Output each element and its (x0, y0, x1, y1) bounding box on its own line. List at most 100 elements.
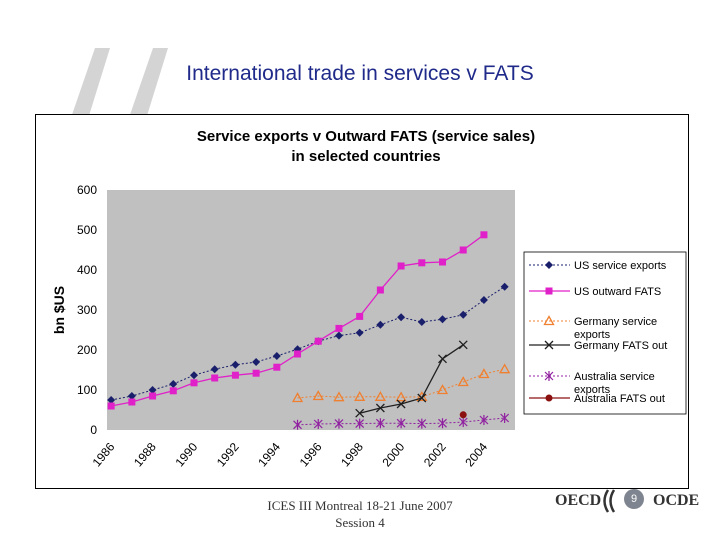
data-point (397, 262, 405, 270)
ocde-logo-text: OCDE (653, 492, 700, 509)
data-point (459, 411, 467, 419)
x-tick-label: 1990 (172, 440, 200, 470)
x-tick-label: 1986 (90, 440, 118, 470)
legend-marker (544, 371, 554, 381)
line-chart: Service exports v Outward FATS (service … (51, 128, 687, 470)
data-point (499, 363, 511, 374)
x-tick-label: 1998 (338, 440, 366, 470)
footer-text: ICES III Montreal 18-21 June 2007 Sessio… (220, 497, 500, 531)
data-point (189, 371, 198, 380)
data-point (231, 371, 239, 379)
data-point (375, 403, 385, 413)
chart-title-line1: Service exports v Outward FATS (service … (197, 128, 535, 145)
slide-title: International trade in services v FATS (186, 62, 534, 85)
data-point (107, 402, 115, 410)
data-point (459, 246, 467, 254)
data-point (107, 396, 116, 404)
data-point (335, 324, 343, 332)
legend-label: Germany service (574, 316, 657, 328)
legend-label: US outward FATS (574, 286, 661, 298)
data-point (376, 320, 385, 329)
y-tick-label: 600 (77, 183, 97, 197)
y-tick-label: 400 (77, 263, 97, 277)
quote-mark-decoration (65, 48, 168, 135)
data-point (374, 390, 386, 401)
legend-item: US outward FATS (529, 286, 661, 298)
data-point (397, 313, 406, 322)
x-tick-label: 2004 (462, 440, 490, 470)
data-point (128, 398, 136, 406)
data-point (312, 390, 324, 401)
x-tick-label: 1992 (214, 440, 242, 470)
data-point (396, 399, 406, 409)
data-point (439, 258, 447, 266)
data-point (211, 374, 219, 382)
oecd-logo-text: OECD (555, 492, 602, 509)
legend-label: Australia FATS out (574, 393, 665, 405)
page-number-badge: 9 (624, 489, 644, 509)
data-point (478, 368, 490, 379)
data-point (272, 352, 281, 360)
data-point (355, 328, 364, 337)
data-point (293, 419, 302, 430)
data-point (417, 393, 427, 403)
data-point (273, 363, 281, 371)
legend-label: exports (574, 384, 611, 396)
data-point (376, 286, 384, 294)
series-us-fats (107, 231, 488, 410)
series-australia-exports (293, 413, 510, 430)
data-point (148, 386, 157, 394)
data-point (149, 392, 157, 400)
legend-box (523, 251, 687, 415)
data-point (169, 387, 177, 395)
data-point (252, 369, 260, 377)
y-tick-label: 0 (90, 423, 97, 437)
y-tick-label: 100 (77, 383, 97, 397)
y-tick-label: 200 (77, 343, 97, 357)
series-germany-fats (355, 340, 468, 418)
series-australia-fats (459, 411, 467, 419)
data-point (436, 384, 449, 395)
data-point (355, 418, 365, 429)
x-tick-label: 1988 (131, 440, 159, 470)
data-point (457, 376, 469, 387)
data-point (438, 418, 447, 429)
data-point (500, 282, 509, 291)
series-line (297, 417, 505, 426)
legend-item: US service exports (529, 260, 667, 272)
legend-label: Germany FATS out (574, 340, 667, 352)
legend-label: US service exports (574, 260, 667, 272)
data-point (375, 418, 385, 429)
x-tick-label: 1996 (297, 440, 325, 470)
data-point (459, 310, 468, 319)
legend-label: exports (574, 329, 611, 341)
data-point (355, 408, 365, 418)
legend-marker (544, 340, 554, 350)
data-point (231, 360, 240, 369)
legend-marker (545, 261, 553, 269)
y-tick-label: 500 (77, 223, 97, 237)
data-point (458, 340, 468, 350)
data-point (252, 358, 261, 366)
data-point (293, 345, 302, 354)
legend-item: Australia FATS out (529, 393, 665, 405)
legend-marker (545, 394, 553, 402)
oecd-logo-icon (603, 489, 616, 513)
footer-conference: ICES III Montreal 18-21 June 2007 (267, 498, 453, 513)
data-point (291, 392, 304, 403)
series-line (359, 344, 464, 414)
data-point (500, 413, 510, 423)
data-point (314, 337, 322, 345)
data-point (396, 418, 406, 429)
data-point (294, 350, 302, 358)
x-tick-label: 1994 (255, 440, 283, 470)
legend-marker (545, 287, 553, 295)
data-point (210, 365, 219, 374)
data-point (356, 312, 364, 320)
x-tick-label: 2000 (380, 440, 408, 470)
chart-title-line2: in selected countries (291, 148, 440, 165)
data-point (395, 391, 407, 402)
data-point (417, 418, 427, 429)
